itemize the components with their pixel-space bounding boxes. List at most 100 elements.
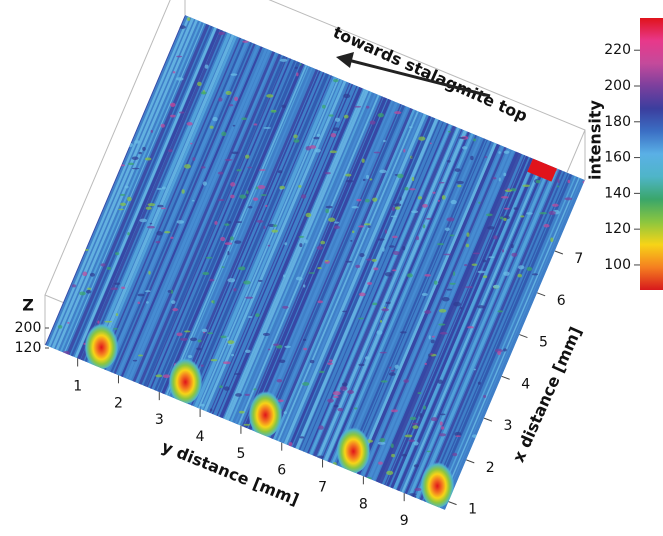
surface-speck <box>453 302 461 307</box>
surface-speck <box>257 185 265 189</box>
surface-speck <box>268 245 271 247</box>
surface-speck <box>440 421 443 425</box>
surface-speck <box>412 423 418 425</box>
x-tick-label: 5 <box>539 335 548 351</box>
surface-speck <box>447 160 451 163</box>
surface-speck <box>583 181 586 184</box>
surface-speck <box>156 231 162 236</box>
surface-speck <box>133 360 137 362</box>
surface-speck <box>372 303 377 306</box>
surface-speck <box>391 409 398 412</box>
surface-speck <box>325 209 329 214</box>
surface-speck <box>408 439 414 442</box>
surface-speck <box>367 282 372 285</box>
surface-speck <box>358 225 364 227</box>
surface-speck <box>430 353 433 355</box>
surface-speck <box>234 240 241 243</box>
surface-speck <box>322 105 326 109</box>
surface-speck <box>244 394 249 396</box>
surface-speck <box>254 123 258 125</box>
x-tick <box>537 293 545 296</box>
surface-speck <box>263 226 265 229</box>
surface-speck <box>423 405 426 409</box>
surface-speck <box>247 167 252 169</box>
surface-speck <box>452 453 457 456</box>
surface-speck <box>142 147 146 151</box>
surface-speck <box>378 238 385 240</box>
surface-speck <box>220 336 226 339</box>
surface-speck <box>391 454 395 457</box>
surface-speck <box>418 392 422 394</box>
surface-speck <box>245 350 251 353</box>
surface-speck <box>395 206 400 209</box>
colorbar-tick-label: 160 <box>604 150 631 166</box>
surface-speck <box>333 79 338 82</box>
surface-speck <box>368 225 371 228</box>
z-tick-label: 120 <box>15 340 42 356</box>
surface-speck <box>466 232 469 237</box>
surface-speck <box>526 212 532 215</box>
surface-speck <box>440 414 446 416</box>
surface-speck <box>173 71 176 73</box>
surface-speck <box>366 259 372 261</box>
surface-speck <box>426 218 432 220</box>
surface-speck <box>377 330 383 334</box>
surface-speck <box>237 169 242 171</box>
surface-speck <box>446 289 452 291</box>
surface-speck <box>427 451 431 453</box>
surface-speck <box>381 380 388 382</box>
surface-speck <box>196 347 201 350</box>
surface-speck <box>121 287 125 290</box>
surface-speck <box>192 157 195 161</box>
surface-speck <box>503 218 506 221</box>
surface-speck <box>309 145 316 149</box>
surface-speck <box>239 411 245 414</box>
bump <box>248 389 282 437</box>
surface-speck <box>333 396 339 398</box>
surface-speck <box>283 274 285 277</box>
surface-speck <box>370 178 373 180</box>
surface-speck <box>392 269 396 271</box>
surface-speck <box>90 273 95 277</box>
surface-speck <box>400 331 407 333</box>
surface-speck <box>503 348 507 351</box>
surface-speck <box>230 195 235 199</box>
surface-speck <box>466 244 469 248</box>
surface-speck <box>442 195 446 200</box>
surface-speck <box>227 278 235 282</box>
surface-speck <box>220 237 225 241</box>
surface-speck <box>327 399 334 403</box>
surface-speck <box>325 260 329 262</box>
surface-speck <box>139 219 147 223</box>
surface-speck <box>434 281 438 285</box>
surface-speck <box>263 333 270 336</box>
colorbar-tick-label: 180 <box>604 114 631 130</box>
x-tick <box>502 376 510 379</box>
colorbar-tick-label: 120 <box>604 221 631 237</box>
surface-speck <box>334 225 340 229</box>
surface-speck <box>256 187 258 190</box>
surface-speck <box>306 213 312 217</box>
surface-speck <box>248 316 253 318</box>
surface-speck <box>245 297 253 299</box>
surface-speck <box>209 279 214 281</box>
surface-speck <box>431 417 438 421</box>
y-tick-label: 6 <box>277 463 286 479</box>
surface-speck <box>244 424 251 426</box>
surface-speck <box>179 111 184 113</box>
surface-speck <box>151 130 153 133</box>
surface-speck <box>372 198 377 202</box>
surface-speck <box>393 251 400 255</box>
surface-speck <box>148 271 150 275</box>
surface-speck <box>279 186 285 189</box>
surface-speck <box>120 203 126 206</box>
surface-speck <box>437 243 444 245</box>
surface-speck <box>228 340 235 344</box>
surface-speck <box>155 374 162 377</box>
surface-speck <box>101 263 106 266</box>
bump <box>336 425 370 473</box>
surface-speck <box>358 318 364 320</box>
surface-speck <box>416 236 419 240</box>
surface-speck <box>300 436 305 438</box>
surface-speck <box>270 110 276 112</box>
